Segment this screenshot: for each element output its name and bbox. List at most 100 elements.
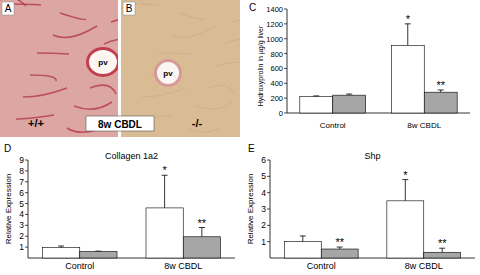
- y-tick: [267, 209, 270, 210]
- y-tick-label: 200: [270, 94, 283, 103]
- tissue-fiber: [23, 88, 67, 97]
- y-tick-label: 5: [19, 199, 24, 209]
- y-tick-label: 2: [261, 220, 266, 230]
- panel-letter: A: [5, 3, 12, 14]
- y-tick: [267, 160, 270, 161]
- y-tick-label: 0: [279, 109, 283, 118]
- vessel-lumen: [89, 50, 117, 74]
- tissue-fiber: [208, 85, 234, 94]
- y-tick: [25, 225, 28, 226]
- significance-mark: **: [436, 79, 445, 91]
- y-tick-label: 7: [19, 177, 24, 187]
- category-label: Control: [307, 261, 336, 271]
- tissue-fiber: [90, 85, 116, 94]
- vessel-wall: [86, 47, 118, 77]
- y-tick: [284, 98, 287, 99]
- y-tick: [267, 192, 270, 193]
- y-tick-label: 600: [270, 64, 283, 73]
- y-tick: [284, 9, 287, 10]
- y-tick-label: 4: [261, 188, 266, 198]
- tissue-fiber: [104, 39, 118, 44]
- y-tick-label: 2: [19, 231, 24, 241]
- chart-letter: E: [248, 143, 255, 154]
- error-cap: [346, 94, 352, 95]
- bar: [424, 92, 457, 113]
- significance-mark: *: [406, 13, 411, 25]
- y-axis: [287, 9, 288, 113]
- y-tick: [25, 170, 28, 171]
- significance-mark: *: [162, 164, 167, 176]
- y-tick: [284, 113, 287, 114]
- y-axis-label: Relative Expression: [246, 174, 255, 245]
- bar: [333, 95, 366, 113]
- y-tick: [284, 23, 287, 24]
- category-label: Control: [320, 121, 346, 130]
- tissue-fiber: [158, 53, 190, 54]
- y-tick-label: 8: [19, 166, 24, 176]
- significance-mark: **: [335, 236, 344, 248]
- y-tick: [25, 214, 28, 215]
- error-cap: [58, 246, 64, 247]
- y-tick: [25, 192, 28, 193]
- y-tick-label: 6: [19, 188, 24, 198]
- y-tick: [284, 53, 287, 54]
- significance-mark: **: [198, 217, 207, 229]
- figure: pvA+/+pvB-/-8w CBDLCHydroxyprolin in µg/…: [0, 0, 480, 275]
- y-tick-label: 1200: [266, 20, 283, 29]
- tissue-fiber: [53, 26, 97, 38]
- panel-caption: 8w CBDL: [98, 119, 142, 130]
- tissue-fiber: [111, 13, 118, 22]
- error-stem: [407, 24, 408, 46]
- y-tick: [25, 181, 28, 182]
- panel-letter: B: [126, 3, 133, 14]
- bar: [80, 251, 117, 258]
- bar: [300, 97, 333, 113]
- bar: [284, 242, 321, 258]
- genotype-label: +/+: [28, 117, 44, 129]
- y-tick-label: 1000: [266, 35, 283, 44]
- error-stem: [164, 175, 165, 208]
- panel-letter-box: [123, 2, 135, 15]
- error-stem: [201, 228, 202, 237]
- error-stem: [405, 180, 406, 201]
- chart-letter: D: [4, 143, 11, 154]
- y-tick-label: 800: [270, 50, 283, 59]
- y-tick: [25, 203, 28, 204]
- chart-title: Shp: [364, 151, 380, 161]
- bar: [424, 252, 461, 258]
- vessel-lumen: [157, 62, 179, 84]
- y-tick: [25, 236, 28, 237]
- tissue-fiber: [30, 75, 56, 81]
- y-tick: [284, 83, 287, 84]
- category-label: Control: [65, 261, 94, 271]
- genotype-label: -/-: [192, 117, 203, 129]
- page: {"panels": [{"letter": "A", "vessel": "p…: [0, 0, 480, 275]
- error-bar: [402, 180, 408, 201]
- significance-mark: *: [403, 169, 408, 181]
- error-bar: [162, 175, 168, 208]
- y-tick-label: 9: [19, 155, 24, 165]
- panel-letter-box: [2, 2, 14, 15]
- bar: [146, 208, 183, 258]
- y-tick-label: 4: [19, 209, 24, 219]
- tissue-fiber: [60, 13, 86, 19]
- y-axis-label: Hydroxyprolin in µg/g liver: [257, 25, 265, 106]
- tissue-fiber: [171, 26, 215, 38]
- tissue-fiber: [232, 13, 240, 22]
- error-cap: [300, 235, 306, 236]
- vessel-wall: [154, 59, 182, 87]
- y-tick-label: 3: [261, 204, 266, 214]
- error-cap: [313, 95, 319, 96]
- y-tick: [284, 68, 287, 69]
- bar: [391, 45, 424, 113]
- y-tick: [267, 225, 270, 226]
- error-bar: [300, 236, 306, 242]
- tissue-fiber: [224, 39, 240, 44]
- y-tick: [284, 38, 287, 39]
- y-tick: [25, 247, 28, 248]
- bar: [387, 201, 424, 258]
- error-bar: [199, 228, 205, 237]
- error-bar: [405, 24, 411, 46]
- tissue-fiber: [216, 62, 240, 67]
- chart-letter: C: [249, 2, 256, 13]
